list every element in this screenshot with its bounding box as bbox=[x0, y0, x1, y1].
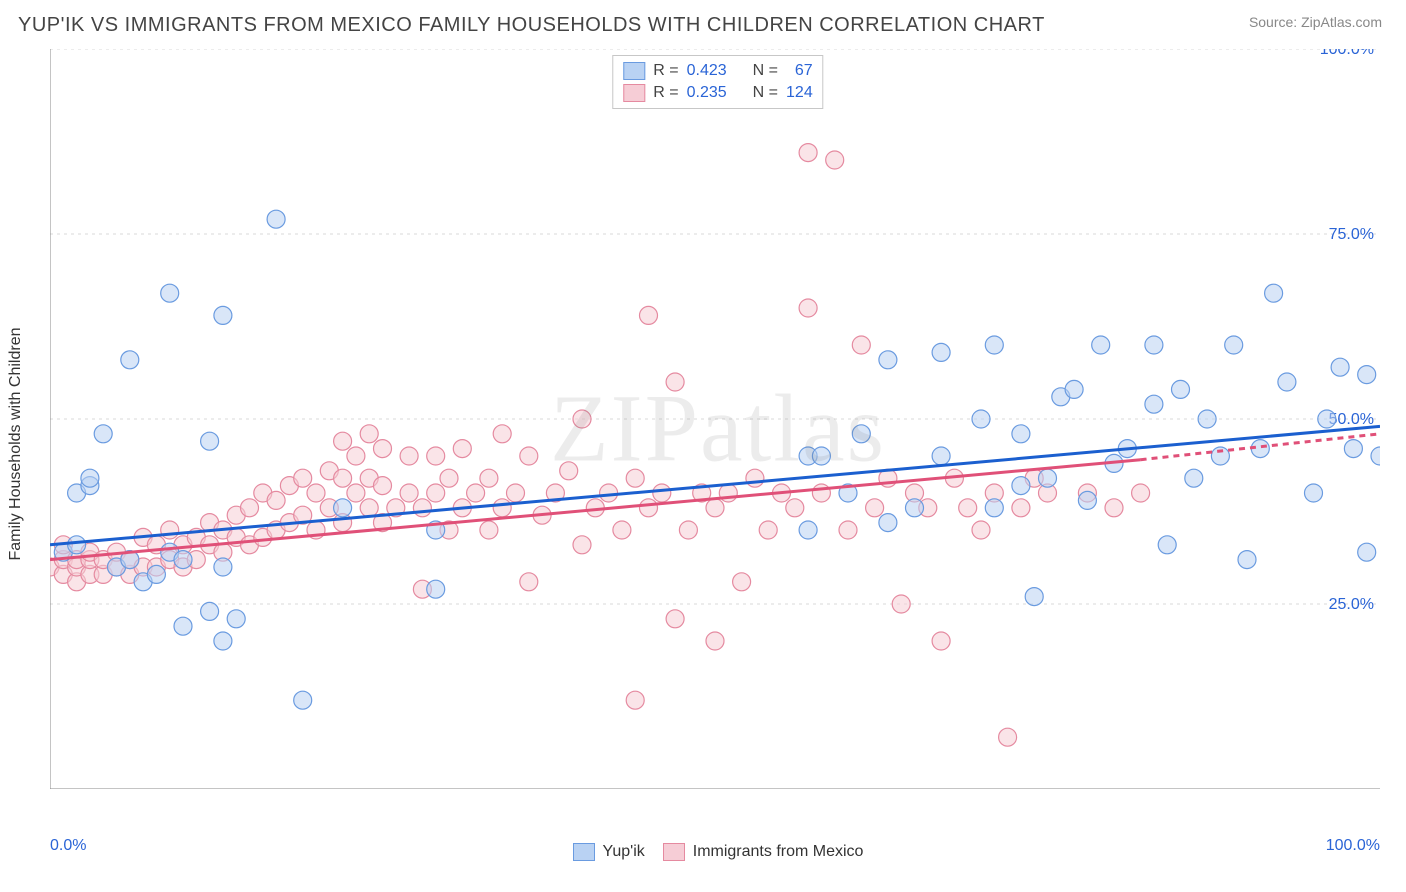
legend-item: Immigrants from Mexico bbox=[663, 843, 864, 861]
legend-series: Yup'ik Immigrants from Mexico bbox=[573, 843, 864, 861]
svg-text:100.0%: 100.0% bbox=[1320, 49, 1374, 58]
scatter-plot: 25.0%50.0%75.0%100.0% bbox=[50, 49, 1380, 789]
source-label: Source: ZipAtlas.com bbox=[1249, 14, 1382, 30]
svg-text:75.0%: 75.0% bbox=[1329, 226, 1374, 243]
legend-item: Yup'ik bbox=[573, 843, 645, 861]
chart-title: YUP'IK VS IMMIGRANTS FROM MEXICO FAMILY … bbox=[18, 14, 1045, 37]
legend-stats: R =0.423N = 67R =0.235N =124 bbox=[612, 55, 823, 109]
chart-area: Family Households with Children 25.0%50.… bbox=[50, 49, 1386, 839]
y-axis-label: Family Households with Children bbox=[7, 328, 25, 561]
svg-text:25.0%: 25.0% bbox=[1329, 596, 1374, 613]
